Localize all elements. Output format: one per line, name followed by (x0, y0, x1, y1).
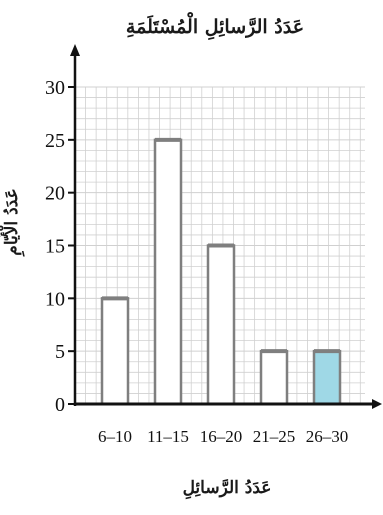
y-axis-label: عَدَدُ الْأَيّامِ (0, 188, 25, 257)
y-tick-label: 5 (55, 341, 65, 363)
bar-11–15 (153, 138, 183, 406)
y-tick-label: 20 (45, 183, 65, 205)
bar-16–20 (206, 244, 236, 406)
tick-labels: 6–10 11–15 16–20 21–25 26–30 0 5 10 15 20 25 30 (45, 77, 348, 446)
x-tick-label: 26–30 (306, 427, 349, 446)
x-tick-label: 21–25 (253, 427, 296, 446)
bar-26–30 (312, 349, 342, 406)
y-tick-label: 0 (55, 394, 65, 416)
y-axis-arrow-icon (70, 44, 80, 56)
x-tick-label: 11–15 (147, 427, 189, 446)
x-axis-label: عَدَدُ الرَّسائِلِ (183, 478, 272, 500)
y-tick-label: 15 (45, 236, 65, 258)
y-tick-label: 25 (45, 130, 65, 152)
axes (68, 44, 382, 409)
x-axis-arrow-icon (372, 399, 382, 409)
y-tick-label: 30 (45, 77, 65, 99)
bar-21–25 (259, 349, 289, 406)
y-tick-label: 10 (45, 288, 65, 310)
bars (100, 137, 342, 406)
x-tick-label: 16–20 (200, 427, 243, 446)
x-tick-label: 6–10 (98, 427, 132, 446)
chart-title: عَدَدُ الرَّسائِلِ الْمُسْتَلَمَةِ (126, 11, 304, 41)
bar-6–10 (100, 297, 130, 406)
